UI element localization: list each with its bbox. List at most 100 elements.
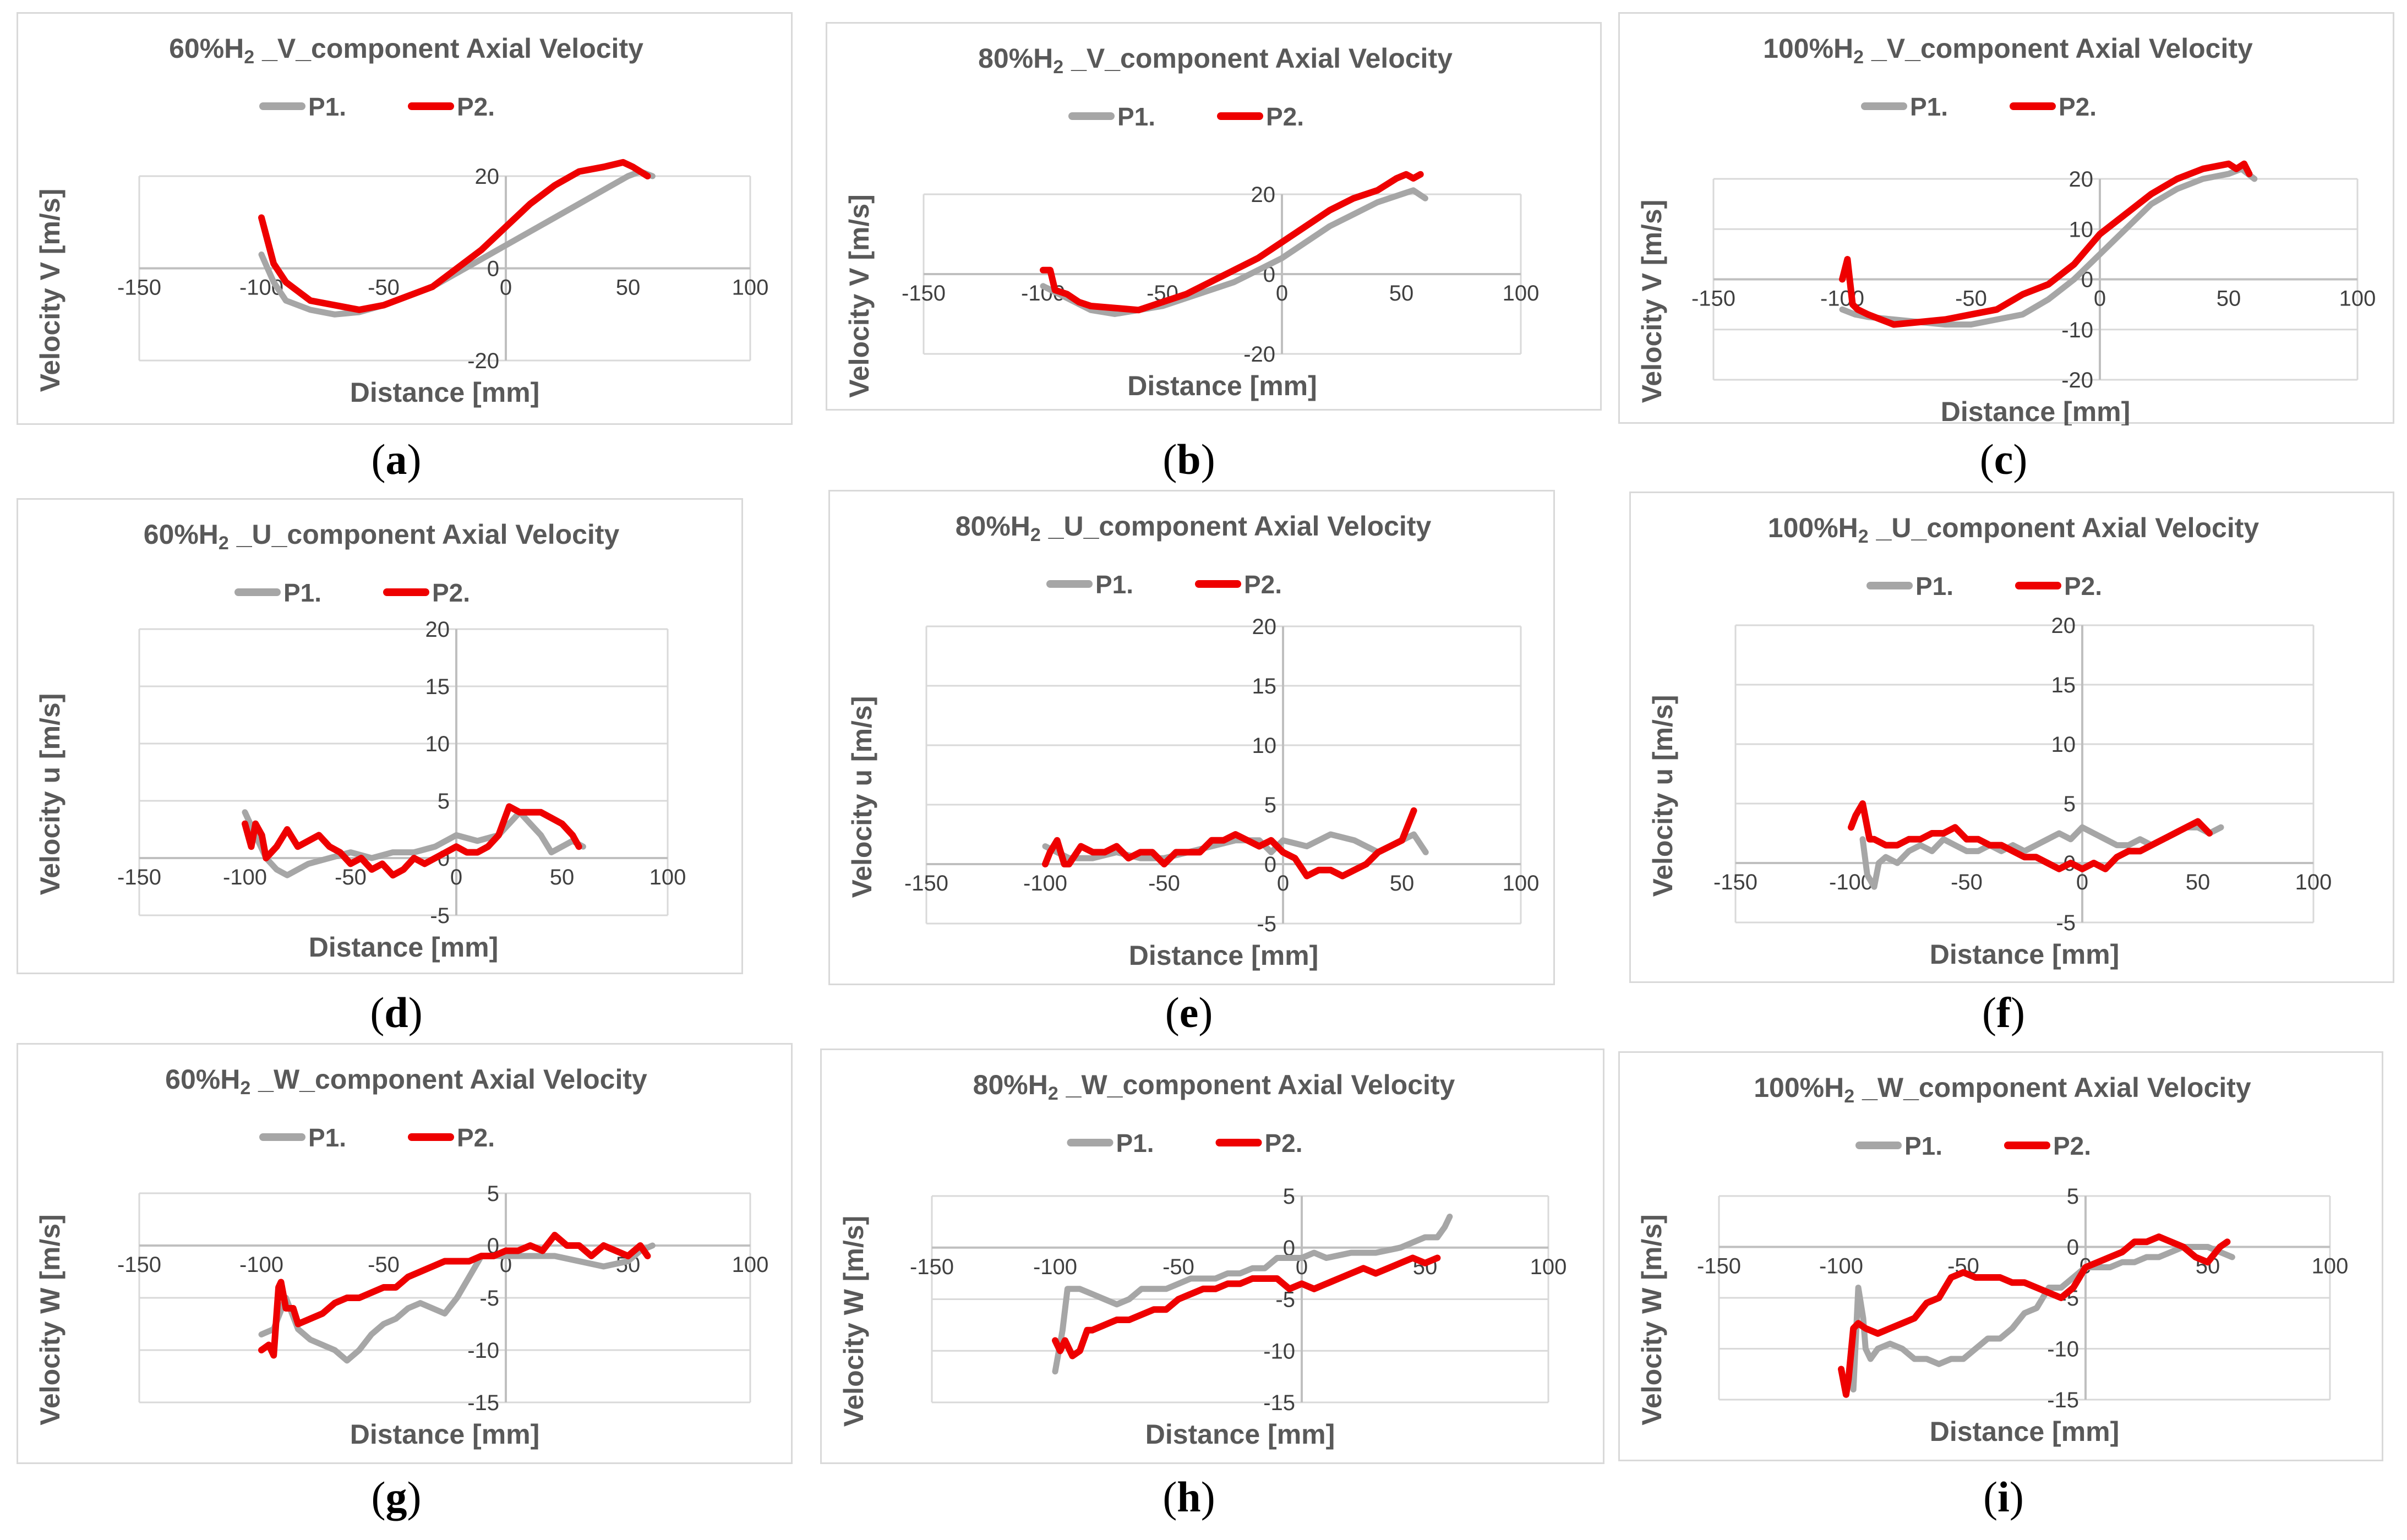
chart-b-x-tick-label: -150: [902, 281, 946, 305]
caption-letter-e: e: [1179, 989, 1199, 1036]
caption-letter-f: f: [1996, 989, 2011, 1036]
chart-c-series-p2-line: [1839, 160, 2253, 328]
chart-b-x-tick-label: 0: [1276, 281, 1288, 305]
chart-f-series-p2-line: [1848, 800, 2213, 872]
chart-a-y-axis-label: Velocity V [m/s]: [35, 189, 66, 392]
chart-h-legend-label-1: P1.: [1116, 1129, 1154, 1157]
chart-f-y-tick-label: -5: [2056, 911, 2076, 935]
caption-a: (a): [371, 435, 422, 483]
chart-g-legend-label-2: P2.: [457, 1123, 495, 1152]
chart-c: 100%H2 _V_component Axial Velocity P1. P2.…: [1636, 33, 2376, 425]
chart-i-title-rest: _W_component Axial Velocity: [1854, 1072, 2251, 1103]
chart-d-series-p1-line: [242, 809, 586, 878]
chart-h-y-tick-label: -15: [1263, 1391, 1295, 1415]
chart-a-series-p2-line: [258, 159, 651, 313]
chart-a-x-tick-label: -150: [117, 276, 161, 300]
caption-letter-c: c: [1994, 435, 2013, 483]
chart-panel-c: 100%H2 _V_component Axial Velocity P1. P2.…: [1618, 12, 2394, 425]
chart-h-y-tick-label: 5: [1283, 1184, 1295, 1209]
chart-e-title: 80%H2 _U_component Axial Velocity: [956, 511, 1432, 545]
chart-g-series-p2-line: [258, 1232, 651, 1359]
chart-g-title-sub: 2: [240, 1078, 250, 1099]
chart-g-y-tick-label: -5: [479, 1286, 499, 1310]
chart-a-y-tick-label: 20: [475, 165, 500, 189]
chart-e-y-tick-label: -5: [1257, 912, 1276, 936]
chart-h-x-tick-label: -150: [910, 1255, 954, 1279]
chart-a-x-tick-label: -50: [368, 276, 400, 300]
chart-c-title-rest: _V_component Axial Velocity: [1864, 33, 2253, 64]
chart-d-x-tick-label: -100: [223, 865, 267, 889]
caption-f: (f): [1982, 989, 2025, 1036]
chart-g-x-axis-label: Distance [mm]: [350, 1419, 540, 1450]
chart-i-series-p2-line: [1838, 1233, 2231, 1398]
chart-d-title-sub: 2: [219, 533, 229, 554]
chart-panel-a: 60%H2 _V_component Axial Velocity P1. P2. -…: [17, 12, 793, 425]
chart-i-x-axis-label: Distance [mm]: [1930, 1416, 2120, 1447]
chart-h-y-tick-label: 0: [1283, 1236, 1295, 1260]
chart-c-x-tick-label: 50: [2217, 287, 2241, 311]
chart-d-legend-label-2: P2.: [432, 578, 470, 607]
chart-a-title-rest: _V_component Axial Velocity: [254, 33, 643, 64]
chart-f-y-tick-label: 10: [2051, 733, 2076, 757]
chart-i-series-p1-line: [1850, 1244, 2235, 1392]
chart-d-series-p2-line: [242, 803, 582, 879]
chart-i-legend-label-1: P1.: [1904, 1132, 1942, 1160]
chart-a-x-tick-label: 50: [616, 276, 641, 300]
chart-d-x-tick-label: 100: [649, 865, 686, 889]
chart-d-y-tick-label: 20: [425, 618, 450, 642]
chart-i-x-tick-label: -100: [1819, 1254, 1863, 1279]
chart-e-x-tick-label: 0: [1277, 871, 1289, 895]
chart-e-x-tick-label: 50: [1390, 871, 1415, 895]
chart-g-x-tick-label: -100: [239, 1253, 283, 1277]
chart-b-y-tick-label: -20: [1243, 342, 1275, 367]
chart-f-legend-label-1: P1.: [1915, 572, 1953, 600]
chart-h-series-p2-line: [1052, 1254, 1441, 1359]
chart-g-series-p1-line: [258, 1242, 656, 1364]
chart-a-legend-label-1: P1.: [308, 92, 346, 121]
chart-h-title: 80%H2 _W_component Axial Velocity: [973, 1069, 1455, 1104]
chart-i-x-tick-label: -150: [1697, 1254, 1741, 1279]
chart-panel-h: 80%H2 _W_component Axial Velocity P1. P2. -…: [820, 1048, 1604, 1464]
chart-panel-d: 60%H2 _U_component Axial Velocity P1. P2. -…: [17, 498, 743, 974]
chart-h-y-tick-label: -10: [1263, 1339, 1295, 1363]
caption-h: (h): [1162, 1473, 1215, 1521]
chart-panel-g: 60%H2 _W_component Axial Velocity P1. P2. -…: [17, 1043, 793, 1464]
chart-h-x-tick-label: -50: [1162, 1255, 1194, 1279]
caption-d: (d): [370, 989, 423, 1036]
chart-i-title-sub: 2: [1844, 1086, 1854, 1107]
chart-b-title-rest: _V_component Axial Velocity: [1063, 43, 1453, 74]
chart-a-x-tick-label: 0: [500, 276, 512, 300]
chart-a-title-sub: 2: [244, 47, 254, 68]
chart-i-y-axis-label: Velocity W [m/s]: [1636, 1214, 1667, 1425]
chart-f-y-tick-label: 15: [2051, 673, 2076, 697]
chart-h-title-sub: 2: [1048, 1083, 1058, 1104]
chart-d-title-rest: _U_component Axial Velocity: [229, 519, 620, 550]
chart-d-y-tick-label: 10: [425, 732, 450, 756]
chart-h-y-axis-label: Velocity W [m/s]: [838, 1216, 869, 1427]
chart-e-title-prefix: 80%H: [956, 511, 1030, 542]
chart-b-title-prefix: 80%H: [978, 43, 1053, 74]
chart-e-x-tick-label: -50: [1148, 871, 1180, 895]
chart-h-x-tick-label: -100: [1033, 1255, 1077, 1279]
caption-letter-b: b: [1177, 435, 1201, 483]
chart-c-y-tick-label: -20: [2061, 368, 2093, 392]
chart-b-x-axis-label: Distance [mm]: [1127, 370, 1317, 401]
chart-a-x-tick-label: 100: [732, 276, 769, 300]
chart-c-y-axis-label: Velocity V [m/s]: [1636, 200, 1667, 403]
chart-h-title-rest: _W_component Axial Velocity: [1058, 1069, 1455, 1100]
chart-c-y-tick-label: 10: [2069, 217, 2094, 242]
chart-i-y-tick-label: -15: [2047, 1388, 2079, 1412]
chart-h-x-axis-label: Distance [mm]: [1145, 1419, 1335, 1450]
chart-a-y-tick-label: 0: [487, 257, 499, 281]
chart-panel-f: 100%H2 _U_component Axial Velocity P1. P2.…: [1629, 492, 2394, 983]
chart-d-x-axis-label: Distance [mm]: [309, 932, 499, 963]
chart-panel-e: 80%H2 _U_component Axial Velocity P1. P2. -…: [828, 490, 1555, 985]
chart-c-y-tick-label: 20: [2069, 167, 2094, 192]
chart-d-y-tick-label: 15: [425, 675, 450, 699]
chart-b-y-tick-label: 20: [1251, 183, 1276, 207]
chart-g-y-tick-label: 5: [487, 1182, 499, 1206]
chart-c-title-prefix: 100%H: [1763, 33, 1853, 64]
chart-e-y-tick-label: 0: [1264, 853, 1276, 877]
chart-e-title-rest: _U_component Axial Velocity: [1041, 511, 1432, 542]
chart-c-title-sub: 2: [1853, 47, 1864, 68]
